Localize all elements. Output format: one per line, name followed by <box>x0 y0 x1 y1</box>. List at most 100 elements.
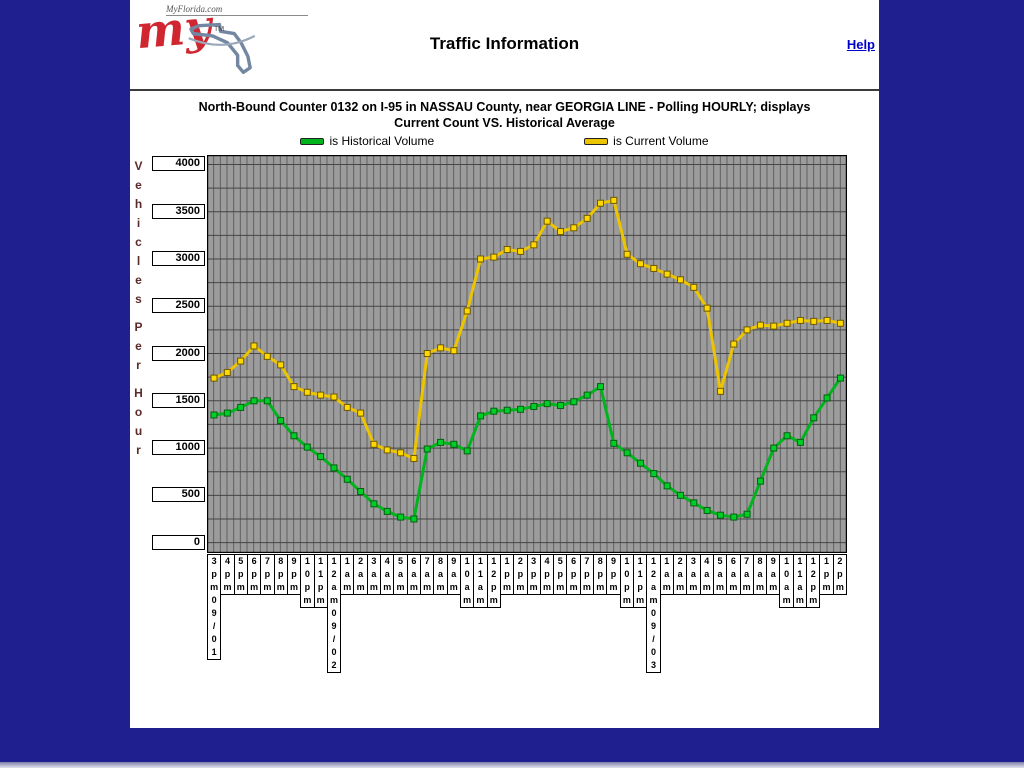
traffic-volume-chart <box>207 155 847 553</box>
data-point <box>810 317 818 325</box>
data-point <box>583 391 591 399</box>
data-point <box>463 447 471 455</box>
data-point <box>663 482 671 490</box>
y-axis-label-letter: V <box>134 159 143 173</box>
data-point <box>597 383 605 391</box>
x-axis: 3 p m 0 9/0 1 4 p m 5 p m 6 p m 7 p m 8 p m 9 p m 1 0 p m 1 1 p m 1 2 a m 0 9… <box>207 554 879 673</box>
data-point <box>530 241 538 249</box>
data-point <box>250 342 258 350</box>
traffic-info-page: MyFlorida.com my TM Traffic Information … <box>130 0 879 728</box>
data-point <box>530 402 538 410</box>
y-tick-500: 500 <box>152 487 205 503</box>
data-point <box>610 196 618 204</box>
chart-subtitle: Current Count VS. Historical Average <box>394 116 615 130</box>
data-point <box>477 412 485 420</box>
data-point <box>650 264 658 272</box>
y-axis-label-letter: P <box>134 320 143 334</box>
y-tick-2000: 2000 <box>152 345 205 361</box>
data-point <box>517 405 525 413</box>
data-point <box>623 250 631 258</box>
data-point <box>237 357 245 365</box>
legend-item-historical: is Historical Volume <box>300 134 434 148</box>
x-label: 1 2 a m 0 9/0 2 <box>326 554 342 673</box>
data-point <box>490 407 498 415</box>
y-axis-label-letter: u <box>134 424 143 438</box>
data-point <box>263 352 271 360</box>
y-axis-label-gap <box>130 375 147 384</box>
data-point <box>503 406 511 414</box>
legend-label-current: is Current Volume <box>613 134 709 148</box>
data-point <box>783 319 791 327</box>
data-point <box>290 432 298 440</box>
y-tick-3500: 3500 <box>152 203 205 219</box>
y-axis-label-letter: e <box>135 339 142 353</box>
data-point <box>517 247 525 255</box>
data-point <box>543 217 551 225</box>
data-point <box>330 464 338 472</box>
chart-title: North-Bound Counter 0132 on I-95 in NASS… <box>198 100 811 114</box>
page-header: MyFlorida.com my TM Traffic Information … <box>130 0 879 91</box>
myflorida-logo[interactable]: MyFlorida.com my TM <box>134 0 374 86</box>
data-point <box>756 477 764 485</box>
data-point <box>277 361 285 369</box>
y-axis-label-letter: e <box>135 273 142 287</box>
y-axis-label-letter: l <box>136 254 141 268</box>
data-point <box>756 321 764 329</box>
myflorida-logo-text: MyFlorida.com <box>166 4 308 16</box>
legend-item-current: is Current Volume <box>584 134 709 148</box>
bottom-edge-strip <box>0 762 1024 768</box>
y-axis-label-gap <box>130 309 147 318</box>
data-point <box>397 449 405 457</box>
plot-border <box>207 155 847 553</box>
data-point <box>676 491 684 499</box>
data-point <box>676 276 684 284</box>
data-point <box>610 439 618 447</box>
data-point <box>543 400 551 408</box>
data-point <box>357 409 365 417</box>
data-point <box>303 388 311 396</box>
y-axis-label-letter: H <box>134 386 143 400</box>
data-point <box>583 214 591 222</box>
chart-section: North-Bound Counter 0132 on I-95 in NASS… <box>130 100 879 673</box>
trademark-symbol: TM <box>214 26 225 33</box>
data-point <box>263 397 271 405</box>
is-current-volume-series <box>210 196 844 462</box>
historical-volume-swatch <box>300 137 325 145</box>
data-point <box>703 304 711 312</box>
data-point <box>570 224 578 232</box>
data-point <box>716 511 724 519</box>
data-point <box>836 319 844 327</box>
data-point <box>223 409 231 417</box>
data-point <box>597 199 605 207</box>
data-point <box>463 307 471 315</box>
data-point <box>557 402 565 410</box>
help-link[interactable]: Help <box>846 37 875 52</box>
data-point <box>343 403 351 411</box>
